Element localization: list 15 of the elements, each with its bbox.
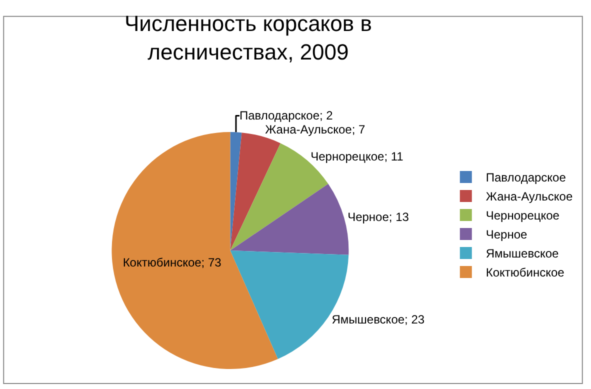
- legend-label: Павлодарское: [486, 170, 566, 185]
- data-label: Коктюбинское; 73: [122, 256, 222, 270]
- legend-label: Жана-Аульское: [486, 190, 573, 204]
- data-label: Ямышевское; 23: [332, 312, 425, 326]
- legend-label: Чернорецкое: [486, 208, 560, 223]
- legend-label: Коктюбинское: [486, 266, 565, 280]
- data-label: Черное; 13: [348, 210, 410, 224]
- pie-slice: [230, 184, 349, 255]
- data-label: Жана-Аульское; 7: [265, 122, 366, 137]
- data-label: Павлодарское; 2: [239, 108, 334, 123]
- pie-slice: [230, 132, 242, 251]
- data-label: Чернорецкое; 11: [310, 149, 404, 164]
- chart-title: Численность корсаков в лесничествах, 2009: [124, 11, 372, 65]
- legend-label: Ямышевское: [486, 246, 560, 261]
- legend-label: Черное: [486, 228, 528, 242]
